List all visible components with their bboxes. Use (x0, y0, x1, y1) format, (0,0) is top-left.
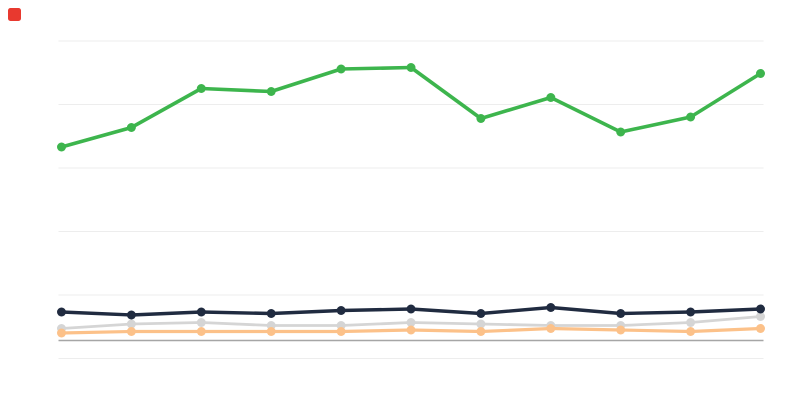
series-gray-point (756, 312, 765, 321)
series-green-point (406, 63, 416, 72)
gridlines (58, 40, 764, 359)
series-green-point (266, 87, 276, 96)
series-orange-point (756, 324, 765, 333)
series-navy-point (476, 309, 486, 318)
series-navy-point (686, 307, 696, 317)
series-navy-point (616, 309, 626, 318)
series-green (57, 63, 765, 152)
series-orange-point (546, 324, 556, 333)
series-green-point (686, 112, 696, 122)
series-green-point (336, 64, 346, 74)
series-green-line (59, 65, 763, 149)
series-orange-point (616, 325, 626, 335)
series-gray-point (686, 318, 696, 327)
series-orange-point (266, 327, 276, 336)
series-gray-point (126, 319, 136, 329)
series-navy-point (266, 309, 276, 318)
series-green-point (196, 84, 206, 93)
series-navy-point (406, 304, 416, 314)
record-indicator (8, 8, 21, 21)
series-navy-point (196, 307, 206, 317)
series-orange-point (686, 327, 696, 336)
series-green-point (126, 123, 136, 132)
series-navy-point (126, 310, 136, 320)
series-orange-point (336, 327, 346, 336)
series-orange (57, 324, 765, 338)
series-navy (57, 303, 765, 320)
series-orange-point (406, 325, 416, 335)
series-green-point (476, 114, 486, 123)
series-green-point (57, 142, 66, 152)
series-orange-point (476, 327, 486, 336)
series-navy-point (57, 307, 66, 317)
series-navy-point (756, 304, 765, 314)
series-green-point (616, 127, 626, 137)
series-orange-point (57, 328, 66, 338)
series-gray-point (406, 318, 416, 327)
series-orange-point (196, 327, 206, 336)
series-gray-point (476, 319, 486, 329)
series-orange-point (126, 327, 136, 336)
series-gray-point (196, 318, 206, 327)
series-navy-point (336, 306, 346, 315)
series-green-point (546, 93, 556, 102)
series-navy-point (546, 303, 556, 312)
series-green-point (756, 69, 765, 78)
